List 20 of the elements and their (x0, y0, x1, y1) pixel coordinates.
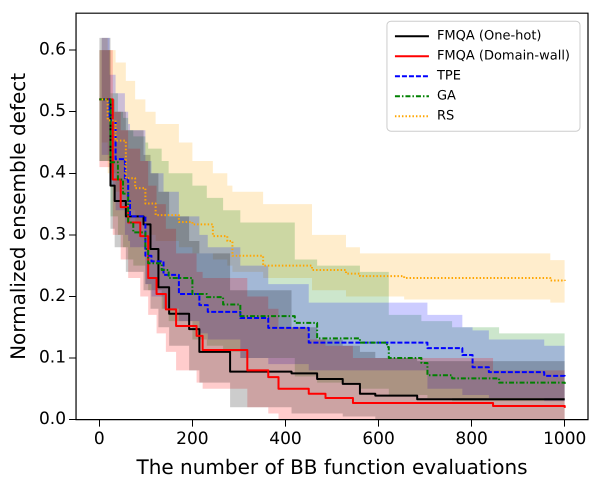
y-tick-label: 0.3 (38, 224, 66, 244)
x-tick-label: 200 (176, 429, 209, 450)
y-tick-label: 0.1 (38, 347, 66, 368)
legend-label: FMQA (Domain-wall) (436, 48, 570, 64)
legend-label: GA (436, 88, 456, 104)
x-tick-label: 1000 (543, 429, 586, 450)
x-tick-label: 0 (94, 429, 105, 450)
x-axis-title: The number of BB function evaluations (135, 455, 528, 480)
x-tick-label: 800 (455, 429, 488, 450)
y-tick-label: 0.6 (38, 40, 66, 60)
x-tick-label: 600 (362, 429, 395, 450)
x-tick-label: 400 (269, 429, 302, 450)
y-axis-title: Normalized ensemble defect (6, 72, 30, 360)
y-tick-label: 0.4 (38, 162, 66, 183)
legend-label: TPE (436, 68, 461, 84)
y-tick-label: 0.2 (38, 286, 66, 306)
legend-label: RS (436, 108, 454, 124)
legend-label: FMQA (One-hot) (436, 28, 542, 44)
y-tick-label: 0.5 (38, 101, 66, 122)
y-tick-label: 0.0 (38, 409, 66, 430)
